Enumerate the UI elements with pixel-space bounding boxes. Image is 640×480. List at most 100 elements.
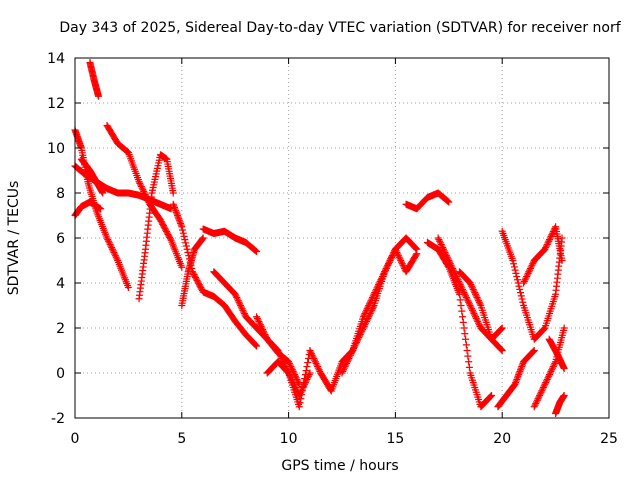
data-point <box>548 231 556 239</box>
data-point <box>465 363 473 371</box>
data-point <box>365 302 373 309</box>
data-point <box>470 287 478 295</box>
data-point <box>520 277 528 285</box>
data-point <box>459 318 467 326</box>
data-point <box>178 263 186 271</box>
data-point <box>311 356 319 364</box>
data-point <box>497 326 505 334</box>
data-point <box>110 248 118 256</box>
data-point <box>313 361 321 369</box>
data-point <box>302 367 310 375</box>
data-point <box>473 293 481 301</box>
data-point <box>298 391 306 399</box>
data-point <box>359 324 367 332</box>
data-point <box>383 263 391 271</box>
data-point <box>170 203 178 211</box>
data-point <box>515 369 523 377</box>
data-point <box>463 347 471 354</box>
data-point <box>513 273 521 281</box>
data-point <box>515 371 523 379</box>
data-point <box>342 361 350 369</box>
data-point <box>476 300 484 308</box>
data-point <box>363 316 371 324</box>
data-point <box>540 382 548 390</box>
data-point <box>529 348 537 356</box>
data-point <box>448 263 456 271</box>
data-point <box>533 396 541 404</box>
data-point <box>441 248 449 256</box>
data-point <box>510 260 518 268</box>
data-point <box>471 311 479 319</box>
data-point <box>304 372 312 380</box>
data-point <box>461 330 469 338</box>
data-point <box>396 255 404 263</box>
data-point <box>366 298 374 306</box>
data-point <box>372 285 380 293</box>
data-point <box>180 232 188 240</box>
data-point <box>111 252 119 260</box>
data-point <box>306 369 314 377</box>
data-point <box>539 326 547 334</box>
data-point <box>468 282 476 290</box>
data-point <box>532 400 540 408</box>
data-point <box>395 253 403 261</box>
series-sat-d <box>77 155 107 197</box>
data-point <box>385 258 393 266</box>
data-point <box>464 297 472 305</box>
data-point <box>139 186 147 194</box>
data-point <box>199 234 207 242</box>
data-point <box>362 306 370 314</box>
data-point <box>376 277 384 285</box>
data-points <box>71 59 568 417</box>
data-point <box>135 178 143 186</box>
data-point <box>286 361 294 369</box>
data-point <box>369 292 377 300</box>
data-point <box>105 237 113 245</box>
data-point <box>459 287 467 295</box>
data-point <box>560 324 568 332</box>
data-point <box>535 393 543 401</box>
data-point <box>550 361 558 369</box>
data-point <box>434 234 442 242</box>
data-point <box>343 359 351 367</box>
data-point <box>487 392 495 400</box>
data-point <box>459 285 467 293</box>
data-point <box>393 248 401 256</box>
data-point <box>373 284 381 292</box>
data-point <box>338 369 346 377</box>
data-point <box>252 247 260 255</box>
data-point <box>560 365 568 372</box>
data-point <box>443 197 451 205</box>
data-point <box>344 356 352 364</box>
data-point <box>360 311 368 319</box>
data-point <box>466 302 474 309</box>
data-point <box>451 269 459 277</box>
data-point <box>309 353 317 361</box>
data-point <box>412 251 420 259</box>
data-point <box>256 321 264 329</box>
data-point <box>516 367 524 375</box>
data-point <box>469 285 477 293</box>
data-point <box>471 289 479 297</box>
data-point <box>173 210 181 218</box>
data-point <box>534 395 542 403</box>
data-point <box>297 395 305 403</box>
data-point <box>518 363 526 371</box>
data-point <box>546 234 554 242</box>
data-point <box>340 364 348 372</box>
data-point <box>368 295 376 303</box>
data-point <box>547 232 555 240</box>
data-point <box>303 363 311 371</box>
x-axis-label: GPS time / hours <box>281 458 398 474</box>
data-point <box>530 347 538 354</box>
data-point <box>143 195 151 203</box>
series-sat-l <box>253 313 303 388</box>
data-point <box>178 223 186 231</box>
data-point <box>449 265 457 273</box>
data-point <box>497 345 505 353</box>
data-point <box>99 189 107 197</box>
series-sat-m <box>263 234 421 411</box>
series-sat-v <box>530 324 568 411</box>
data-point <box>377 276 385 284</box>
